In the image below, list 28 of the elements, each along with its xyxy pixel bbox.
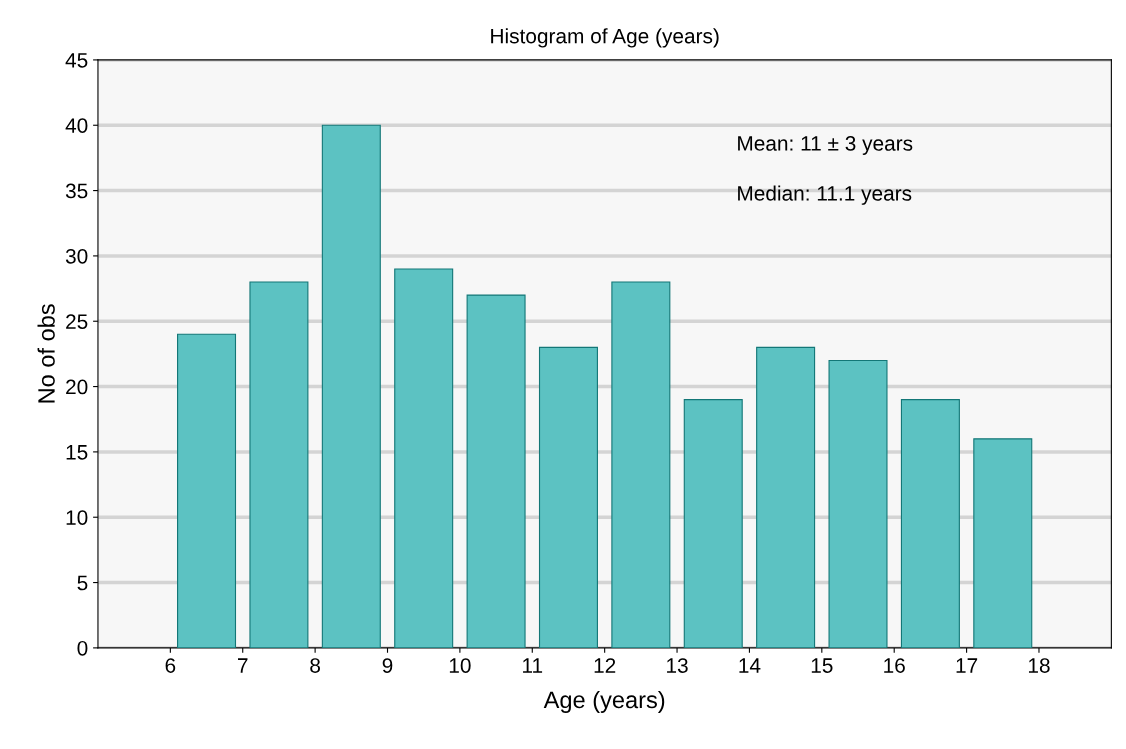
y-tick-label: 35 (65, 183, 88, 199)
x-tick-label: 7 (238, 658, 248, 673)
x-tick-label: 18 (1028, 658, 1050, 673)
x-tick-label: 16 (884, 658, 905, 673)
annotation: Mean: 11 ± 3 years (738, 136, 913, 155)
x-tick-label: 6 (165, 658, 176, 673)
x-tick-label: 9 (382, 658, 393, 673)
x-tick-label: 17 (956, 658, 978, 673)
x-tick-label: 10 (449, 658, 471, 673)
y-tick-label: 15 (66, 445, 88, 460)
y-tick-label: 10 (66, 510, 88, 525)
y-tick-label: 20 (66, 379, 88, 395)
annotation: Median: 11.1 years (738, 185, 912, 205)
y-axis-title: No of obs (37, 304, 55, 403)
y-tick-label: 45 (65, 53, 88, 68)
y-tick-label: 30 (65, 248, 88, 264)
x-tick-label: 15 (811, 658, 833, 673)
y-tick-label: 0 (77, 640, 88, 656)
y-tick-label: 25 (66, 314, 88, 329)
chart-title: Histogram of Age (years) (491, 28, 719, 48)
y-tick-label: 5 (77, 575, 88, 591)
x-tick-label: 11 (523, 658, 543, 673)
y-tick-label: 40 (65, 118, 88, 133)
x-tick-label: 12 (594, 658, 616, 673)
x-axis-title: Age (years) (543, 690, 665, 713)
x-tick-label: 13 (667, 658, 688, 673)
x-tick-label: 14 (739, 658, 761, 673)
x-tick-label: 8 (310, 658, 321, 673)
